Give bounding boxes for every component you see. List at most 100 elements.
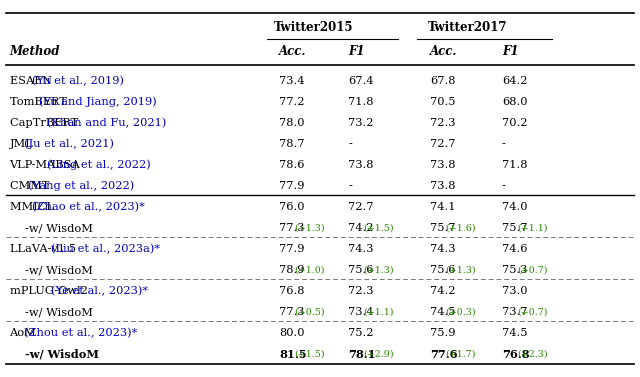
Text: 74.5: 74.5: [430, 307, 455, 317]
Text: Acc.: Acc.: [279, 45, 307, 58]
Text: 73.4: 73.4: [348, 307, 374, 317]
Text: (+0.5): (+0.5): [294, 308, 325, 317]
Text: (+1.0): (+1.0): [294, 266, 325, 275]
Text: 75.6: 75.6: [348, 265, 374, 275]
Text: 75.6: 75.6: [430, 265, 455, 275]
Text: (+1.6): (+1.6): [445, 224, 476, 233]
Text: 73.8: 73.8: [348, 160, 374, 170]
Text: JML: JML: [10, 139, 37, 149]
Text: 75.7: 75.7: [430, 223, 455, 233]
Text: 72.3: 72.3: [430, 118, 455, 128]
Text: 75.9: 75.9: [430, 328, 455, 338]
Text: 73.7: 73.7: [502, 307, 527, 317]
Text: 74.2: 74.2: [430, 286, 455, 296]
Text: TomBERT: TomBERT: [10, 97, 70, 107]
Text: (+1.1): (+1.1): [364, 308, 394, 317]
Text: (Zhou et al., 2023)*: (Zhou et al., 2023)*: [24, 328, 138, 339]
Text: F1: F1: [502, 45, 518, 58]
Text: LLaVA-v1.5: LLaVA-v1.5: [10, 244, 79, 254]
Text: (+1.5): (+1.5): [364, 224, 394, 233]
Text: 72.3: 72.3: [348, 286, 374, 296]
Text: (Ye et al., 2023)*: (Ye et al., 2023)*: [51, 286, 148, 296]
Text: CMMT: CMMT: [10, 181, 52, 191]
Text: 71.8: 71.8: [502, 160, 527, 170]
Text: 74.3: 74.3: [430, 244, 455, 254]
Text: 75.2: 75.2: [348, 328, 374, 338]
Text: -: -: [502, 181, 506, 191]
Text: 77.9: 77.9: [279, 244, 305, 254]
Text: Twitter2017: Twitter2017: [428, 21, 507, 34]
Text: 78.7: 78.7: [279, 139, 305, 149]
Text: (Liu et al., 2023a)*: (Liu et al., 2023a)*: [51, 244, 159, 254]
Text: 78.1: 78.1: [348, 349, 376, 360]
Text: 67.8: 67.8: [430, 76, 455, 86]
Text: 70.2: 70.2: [502, 118, 527, 128]
Text: -w/ WisdoM: -w/ WisdoM: [25, 307, 93, 317]
Text: -w/ WisdoM: -w/ WisdoM: [25, 223, 93, 233]
Text: (+1.1): (+1.1): [517, 224, 548, 233]
Text: (+1.5): (+1.5): [294, 350, 325, 359]
Text: 74.0: 74.0: [502, 202, 527, 212]
Text: 73.8: 73.8: [430, 160, 455, 170]
Text: 73.2: 73.2: [348, 118, 374, 128]
Text: 76.0: 76.0: [279, 202, 305, 212]
Text: (+0.3): (+0.3): [445, 308, 476, 317]
Text: AoM: AoM: [10, 328, 40, 338]
Text: (+1.3): (+1.3): [445, 266, 476, 275]
Text: 77.9: 77.9: [279, 181, 305, 191]
Text: 75.7: 75.7: [502, 223, 527, 233]
Text: 75.3: 75.3: [502, 265, 527, 275]
Text: 64.2: 64.2: [502, 76, 527, 86]
Text: -w/ WisdoM: -w/ WisdoM: [25, 349, 99, 360]
Text: 77.6: 77.6: [430, 349, 457, 360]
Text: 74.6: 74.6: [502, 244, 527, 254]
Text: (+2.3): (+2.3): [517, 350, 548, 359]
Text: 73.0: 73.0: [502, 286, 527, 296]
Text: (+1.3): (+1.3): [294, 224, 325, 233]
Text: 70.5: 70.5: [430, 97, 455, 107]
Text: 77.2: 77.2: [279, 97, 305, 107]
Text: 68.0: 68.0: [502, 97, 527, 107]
Text: 72.7: 72.7: [430, 139, 455, 149]
Text: -w/ WisdoM: -w/ WisdoM: [25, 265, 93, 275]
Text: 76.8: 76.8: [279, 286, 305, 296]
Text: (Khan and Fu, 2021): (Khan and Fu, 2021): [47, 118, 166, 128]
Text: 74.5: 74.5: [502, 328, 527, 338]
Text: 74.3: 74.3: [348, 244, 374, 254]
Text: 78.6: 78.6: [279, 160, 305, 170]
Text: (+0.7): (+0.7): [517, 266, 548, 275]
Text: (Yu et al., 2019): (Yu et al., 2019): [32, 75, 124, 86]
Text: (+2.9): (+2.9): [364, 350, 394, 359]
Text: -: -: [348, 139, 352, 149]
Text: Twitter2015: Twitter2015: [274, 21, 353, 34]
Text: Acc.: Acc.: [430, 45, 457, 58]
Text: 74.2: 74.2: [348, 223, 374, 233]
Text: (+1.7): (+1.7): [445, 350, 476, 359]
Text: CapTrBERT: CapTrBERT: [10, 118, 81, 128]
Text: 71.8: 71.8: [348, 97, 374, 107]
Text: 81.5: 81.5: [279, 349, 307, 360]
Text: VLP-MABSA: VLP-MABSA: [10, 160, 84, 170]
Text: 74.1: 74.1: [430, 202, 455, 212]
Text: -: -: [502, 139, 506, 149]
Text: (Yang et al., 2022): (Yang et al., 2022): [28, 181, 134, 191]
Text: 78.9: 78.9: [279, 265, 305, 275]
Text: MMICL: MMICL: [10, 202, 57, 212]
Text: Method: Method: [10, 45, 60, 58]
Text: 80.0: 80.0: [279, 328, 305, 338]
Text: F1: F1: [348, 45, 365, 58]
Text: 78.0: 78.0: [279, 118, 305, 128]
Text: 73.4: 73.4: [279, 76, 305, 86]
Text: 77.3: 77.3: [279, 307, 305, 317]
Text: ESAFN: ESAFN: [10, 76, 55, 86]
Text: 67.4: 67.4: [348, 76, 374, 86]
Text: (Yu and Jiang, 2019): (Yu and Jiang, 2019): [40, 97, 157, 107]
Text: (Ju et al., 2021): (Ju et al., 2021): [24, 138, 115, 149]
Text: (+0.7): (+0.7): [517, 308, 548, 317]
Text: 73.8: 73.8: [430, 181, 455, 191]
Text: (Ling et al., 2022): (Ling et al., 2022): [47, 159, 150, 170]
Text: (Zhao et al., 2023)*: (Zhao et al., 2023)*: [32, 202, 145, 212]
Text: 76.8: 76.8: [502, 349, 529, 360]
Text: -: -: [348, 181, 352, 191]
Text: mPLUG-Owl2: mPLUG-Owl2: [10, 286, 91, 296]
